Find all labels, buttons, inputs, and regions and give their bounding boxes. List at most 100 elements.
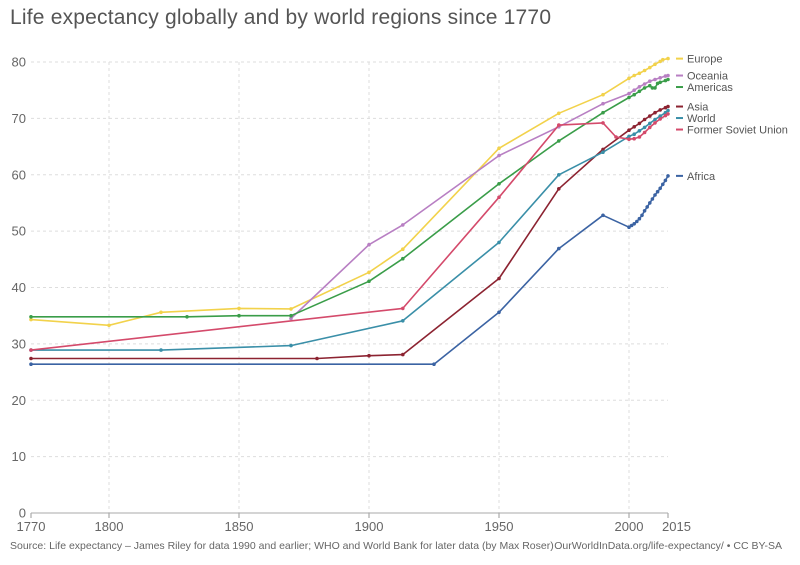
legend-item: Oceania (676, 71, 729, 83)
data-point (367, 353, 371, 358)
credit-note: OurWorldInData.org/life-expectancy/ • CC… (554, 540, 782, 552)
data-point (648, 79, 652, 83)
data-point (557, 111, 561, 116)
data-point (637, 135, 642, 139)
data-point (637, 121, 642, 126)
data-point (648, 121, 652, 126)
data-point (653, 110, 657, 115)
data-point (315, 356, 319, 361)
data-point (637, 216, 642, 221)
data-point (650, 197, 655, 201)
data-point (642, 125, 647, 130)
x-tick-label: 1850 (225, 519, 254, 534)
legend-item: Former Soviet Union (676, 125, 788, 137)
y-tick-label: 70 (12, 111, 26, 126)
data-point (632, 132, 636, 136)
data-point (653, 193, 657, 197)
data-point (601, 121, 605, 125)
data-point (658, 114, 662, 118)
data-point (653, 77, 657, 82)
series-line (31, 175, 669, 366)
data-point (601, 150, 605, 154)
data-point (159, 348, 163, 352)
legend-item: Europe (676, 54, 722, 66)
data-point (666, 174, 670, 178)
legend-item: Americas (676, 82, 733, 94)
legend-label: Europe (687, 54, 722, 66)
data-point (666, 56, 670, 61)
legend-item: Africa (676, 171, 716, 183)
legend-label: Americas (687, 82, 733, 94)
data-point (401, 247, 405, 251)
data-point (650, 86, 655, 90)
data-point (632, 125, 636, 129)
data-point (557, 139, 561, 143)
data-point (601, 213, 605, 218)
data-point (666, 112, 670, 116)
data-point (627, 95, 631, 100)
data-point (627, 76, 631, 81)
data-point (637, 89, 642, 94)
data-point (627, 128, 631, 132)
series-line (31, 109, 669, 351)
series-asia (29, 104, 670, 361)
data-point (640, 213, 644, 218)
data-point (601, 92, 605, 97)
legend-item: World (676, 113, 716, 125)
data-point (497, 182, 501, 186)
data-point (655, 189, 660, 194)
data-point (627, 91, 631, 96)
data-point (666, 73, 670, 78)
y-tick-label: 50 (12, 224, 26, 239)
source-note: Source: Life expectancy – James Riley fo… (10, 540, 554, 552)
data-point (289, 316, 293, 321)
data-point (658, 186, 662, 191)
data-point (29, 362, 33, 367)
data-point (601, 110, 605, 115)
data-point (658, 117, 662, 121)
x-tick-label: 2015 (662, 519, 691, 534)
data-point (653, 117, 657, 122)
data-point (289, 343, 293, 348)
data-point (666, 77, 670, 82)
x-tick-label: 1950 (485, 519, 514, 534)
y-tick-label: 60 (12, 167, 26, 182)
data-point (648, 65, 652, 70)
data-point (663, 113, 668, 118)
data-point (653, 121, 657, 125)
data-point (497, 195, 501, 200)
data-point (661, 182, 665, 187)
data-point (557, 123, 561, 127)
data-point (237, 313, 241, 318)
data-point (632, 92, 636, 97)
data-point (497, 146, 501, 151)
data-point (635, 219, 639, 224)
data-point (658, 80, 662, 85)
data-point (648, 83, 652, 88)
data-point (658, 108, 662, 112)
series-americas (29, 77, 670, 319)
series-former-soviet-union (29, 112, 670, 352)
data-point (629, 223, 634, 228)
data-point (642, 68, 647, 73)
data-point (557, 173, 561, 177)
data-point (29, 348, 33, 352)
y-tick-label: 40 (12, 280, 26, 295)
data-point (627, 225, 631, 229)
legend-label: Former Soviet Union (687, 125, 788, 137)
data-point (185, 315, 189, 319)
legend-label: World (687, 113, 716, 125)
data-point (29, 356, 33, 361)
data-point (401, 223, 405, 227)
data-point (642, 209, 647, 213)
y-tick-label: 0 (19, 506, 26, 521)
data-point (159, 310, 163, 315)
series-line (30, 113, 669, 351)
data-point (663, 178, 668, 183)
data-point (632, 88, 636, 92)
data-point (497, 153, 501, 158)
data-point (648, 201, 652, 205)
y-tick-label: 10 (12, 449, 26, 464)
x-tick-label: 1770 (17, 519, 46, 534)
data-point (557, 246, 561, 251)
